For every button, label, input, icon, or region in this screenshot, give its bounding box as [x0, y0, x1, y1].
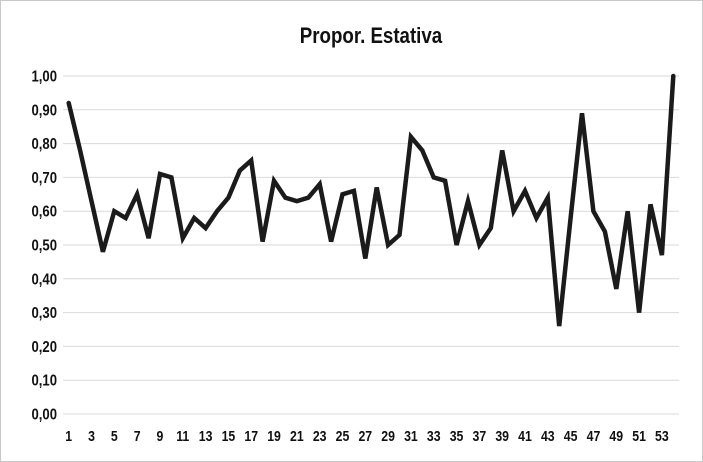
x-axis-tick-label: 45: [564, 428, 578, 444]
x-axis-tick-label: 23: [313, 428, 327, 444]
x-axis-tick-label: 25: [336, 428, 350, 444]
x-axis-tick-label: 29: [381, 428, 395, 444]
x-axis-tick-label: 47: [587, 428, 601, 444]
x-axis-tick-label: 51: [632, 428, 646, 444]
x-axis-tick-label: 1: [65, 428, 72, 444]
y-axis-tick-label: 0,40: [31, 271, 57, 288]
x-axis-tick-label: 37: [473, 428, 487, 444]
x-axis-tick-label: 13: [199, 428, 213, 444]
y-axis-tick-label: 0,00: [31, 406, 57, 423]
x-axis-tick-label: 17: [244, 428, 258, 444]
x-axis-tick-label: 21: [290, 428, 304, 444]
x-axis-tick-label: 27: [358, 428, 372, 444]
y-axis-tick-label: 1,00: [31, 68, 57, 85]
x-axis-tick-label: 3: [88, 428, 95, 444]
x-axis-tick-label: 49: [609, 428, 623, 444]
x-axis-tick-label: 15: [222, 428, 236, 444]
y-axis-tick-label: 0,10: [31, 373, 57, 390]
data-line: [66, 73, 676, 327]
x-axis-tick-label: 33: [427, 428, 441, 444]
y-axis-tick-label: 0,60: [31, 204, 57, 221]
chart-title: Propor. Estativa: [299, 23, 443, 48]
y-axis-tick-label: 0,80: [31, 136, 57, 153]
x-axis-tick-label: 41: [518, 428, 532, 444]
x-axis-tick-label: 19: [267, 428, 281, 444]
x-axis-tick-label: 9: [157, 428, 164, 444]
x-axis-tick-label: 31: [404, 428, 418, 444]
y-axis-tick-label: 0,20: [31, 339, 57, 356]
x-axis-tick-label: 35: [450, 428, 464, 444]
x-axis-tick-label: 7: [134, 428, 141, 444]
y-axis-tick-label: 0,70: [31, 170, 57, 187]
x-axis-tick-label: 39: [495, 428, 509, 444]
x-axis-tick-label: 43: [541, 428, 555, 444]
x-axis-tick-label: 11: [176, 428, 189, 444]
y-axis-tick-label: 0,90: [31, 102, 57, 119]
x-axis-tick-label: 5: [111, 428, 118, 444]
y-axis-tick-label: 0,30: [31, 305, 57, 322]
y-axis-tick-label: 0,50: [31, 237, 57, 254]
x-axis-tick-label: 53: [655, 428, 669, 444]
